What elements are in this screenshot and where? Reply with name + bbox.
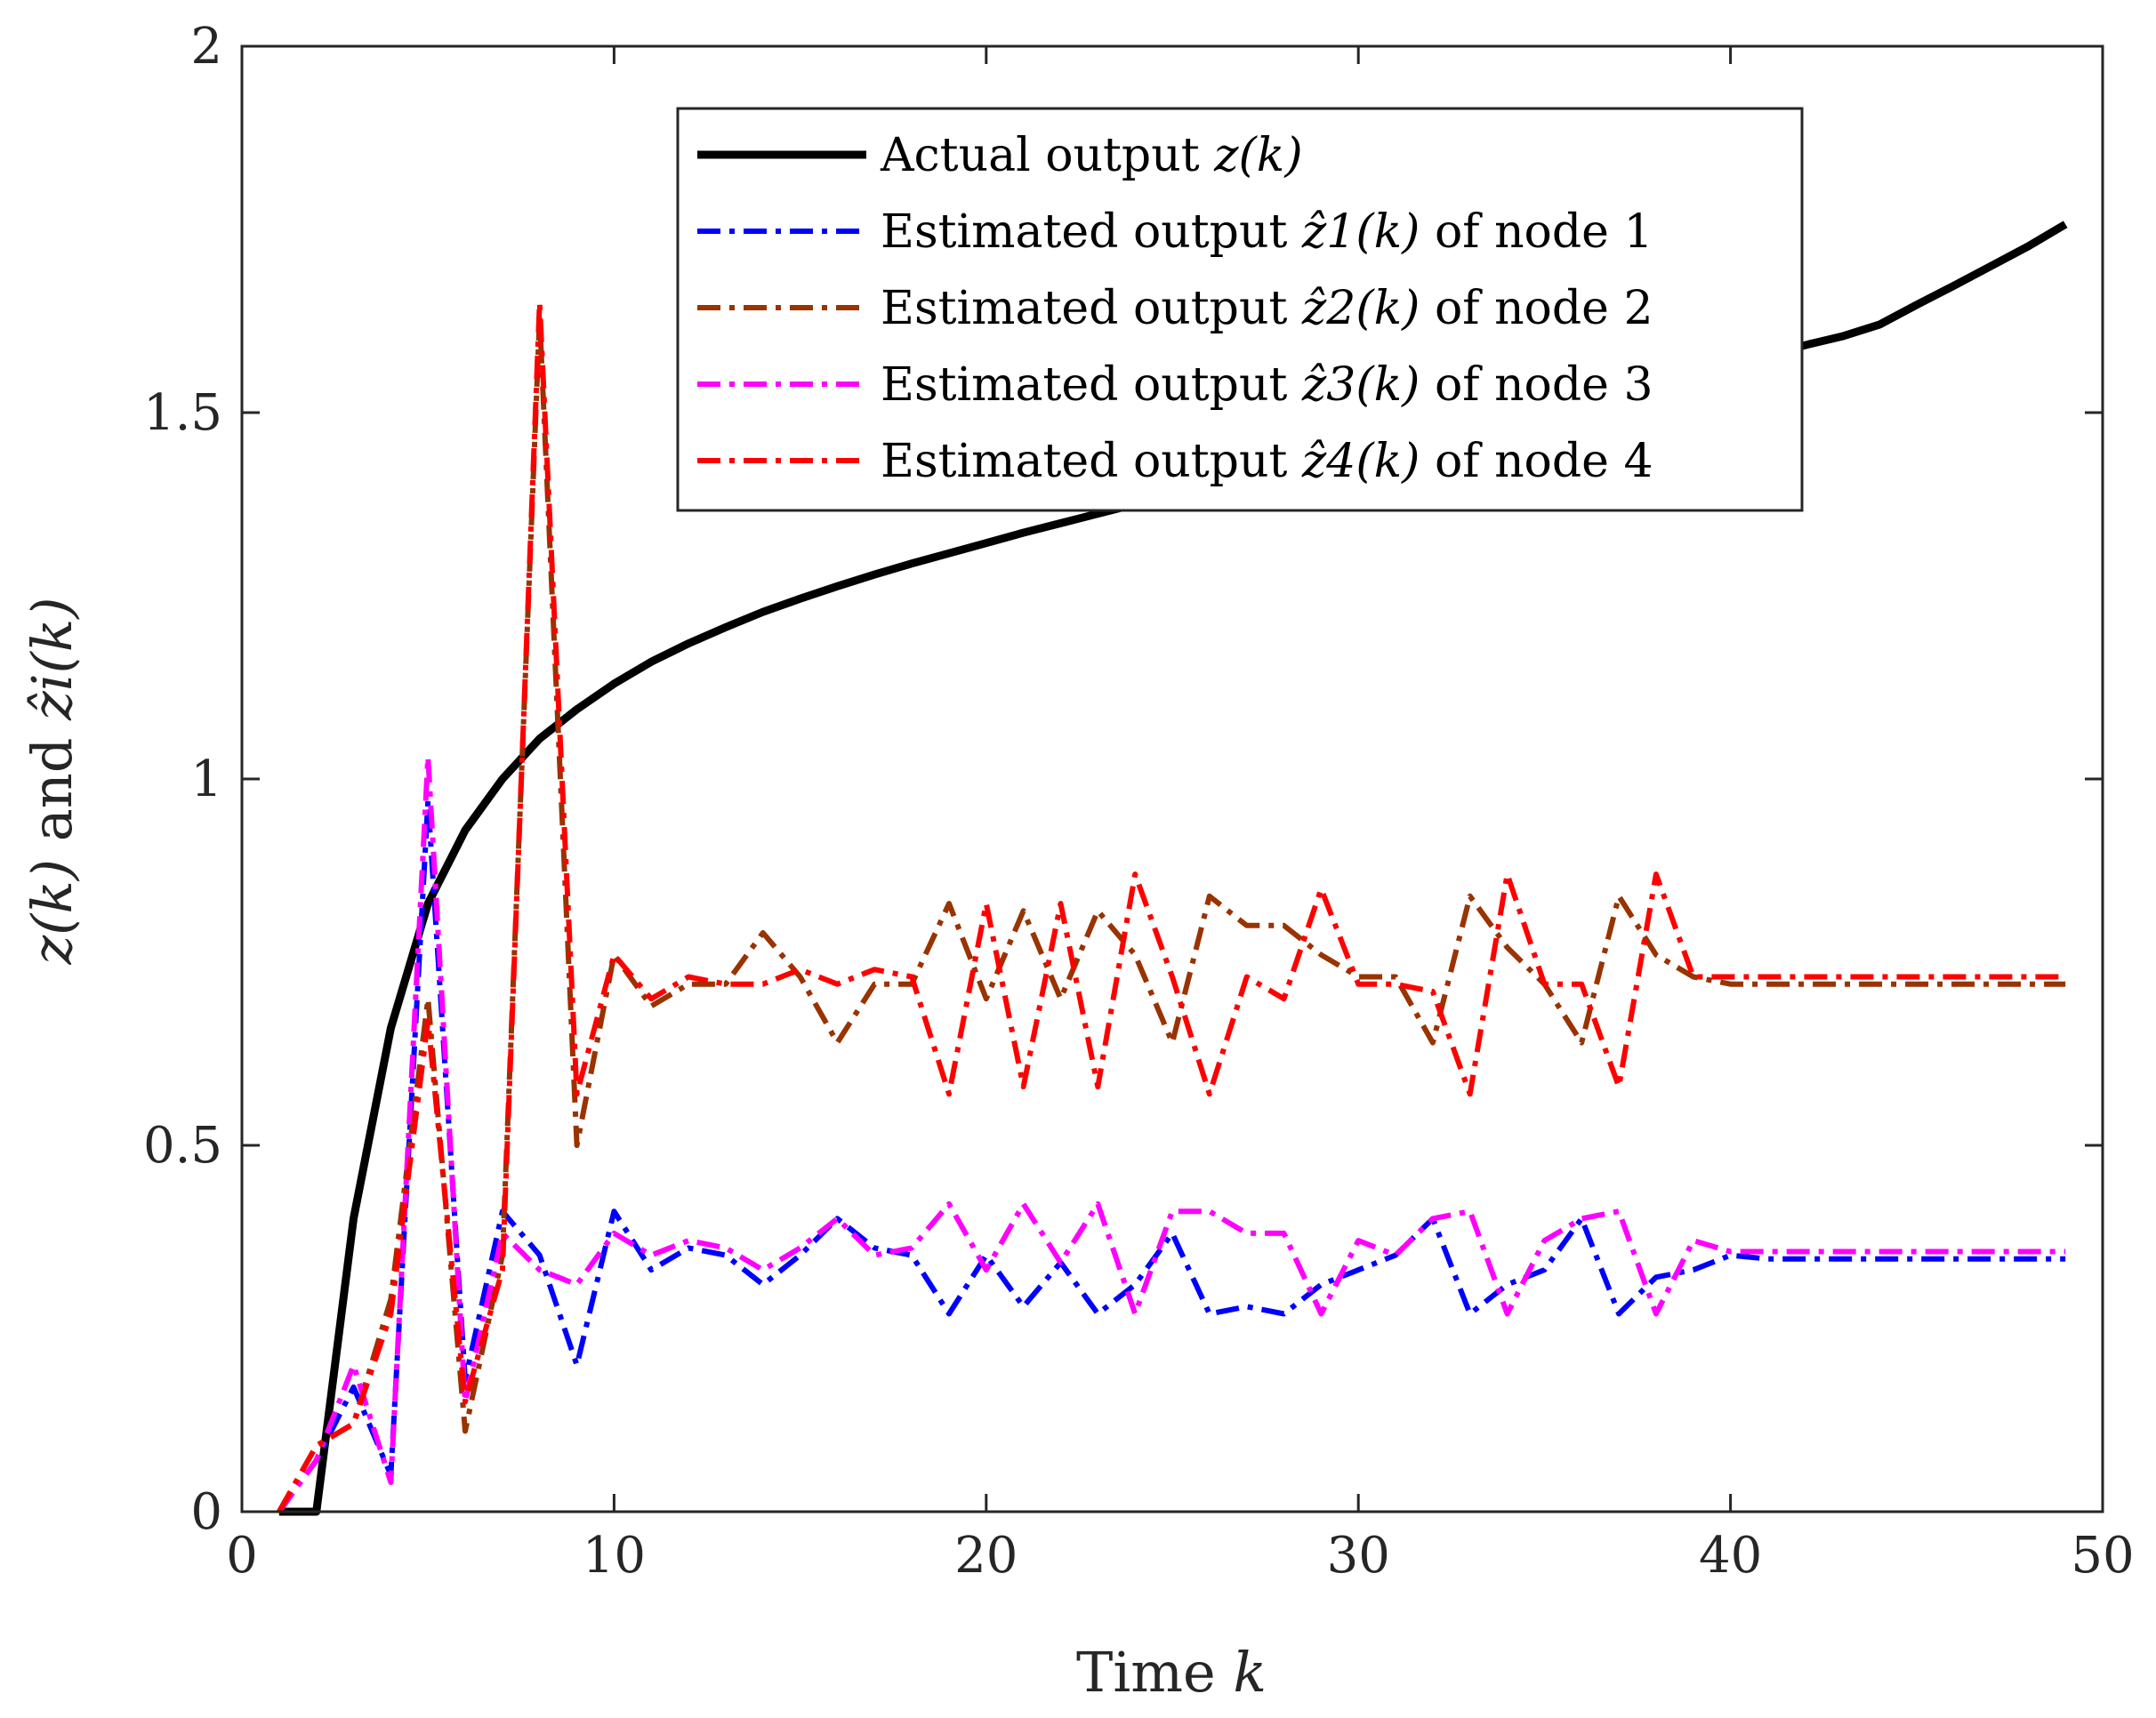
legend-label: Estimated output ẑ4(k) of node 4 <box>881 435 1653 488</box>
y-axis-label: z(k) and ẑi(k) <box>20 597 84 965</box>
y-axis-label-mid: and <box>20 720 84 859</box>
series-line-node-4 <box>277 300 2066 1513</box>
x-axis-label: Time k <box>1076 1640 1267 1705</box>
y-tick-label: 0.5 <box>143 1117 222 1175</box>
y-axis-label-post: ẑi(k) <box>20 597 84 720</box>
y-tick-label: 0 <box>190 1483 222 1541</box>
y-axis-label-pre: z(k) <box>20 859 84 966</box>
legend-label-var: ẑ2(k) <box>1301 282 1420 335</box>
legend-label-prefix: Estimated output <box>881 205 1302 259</box>
legend-label-suffix: of node 1 <box>1420 205 1653 259</box>
legend-label: Estimated output ẑ2(k) of node 2 <box>881 282 1653 335</box>
legend-label-prefix: Estimated output <box>881 435 1302 488</box>
legend: Actual output z(k) Estimated output ẑ1(k)… <box>676 107 1804 512</box>
legend-label-var: ẑ3(k) <box>1301 358 1420 412</box>
tick-layer: 0 10 20 30 40 50 0 0.5 1 1.5 2 <box>143 18 2135 1585</box>
x-tick-label: 0 <box>226 1527 258 1585</box>
y-tick-label: 1.5 <box>143 384 222 442</box>
legend-label-suffix: of node 2 <box>1420 282 1653 335</box>
x-axis-label-text: Time <box>1076 1640 1233 1705</box>
legend-label-prefix: Estimated output <box>881 358 1302 412</box>
x-tick-label: 20 <box>954 1527 1018 1585</box>
series-line-node-2 <box>277 314 2066 1513</box>
x-tick-label: 30 <box>1327 1527 1390 1585</box>
x-tick-label: 40 <box>1699 1527 1762 1585</box>
legend-label-var: z(k) <box>1213 129 1302 182</box>
legend-label-prefix: Actual output <box>880 129 1214 182</box>
legend-label-suffix: of node 3 <box>1420 358 1653 412</box>
legend-label: Estimated output ẑ3(k) of node 3 <box>881 358 1653 412</box>
legend-label: Actual output z(k) <box>880 129 1303 182</box>
legend-label-var: ẑ1(k) <box>1301 205 1420 259</box>
y-tick-label: 1 <box>190 751 222 808</box>
legend-label-suffix: of node 4 <box>1420 435 1653 488</box>
legend-box <box>676 107 1804 512</box>
x-axis-label-var: k <box>1233 1640 1267 1705</box>
legend-label: Estimated output ẑ1(k) of node 1 <box>881 205 1653 259</box>
y-tick-label: 2 <box>190 18 222 76</box>
x-tick-label: 50 <box>2071 1527 2134 1585</box>
x-tick-label: 10 <box>583 1527 646 1585</box>
legend-label-var: ẑ4(k) <box>1301 435 1420 488</box>
legend-label-prefix: Estimated output <box>881 282 1302 335</box>
